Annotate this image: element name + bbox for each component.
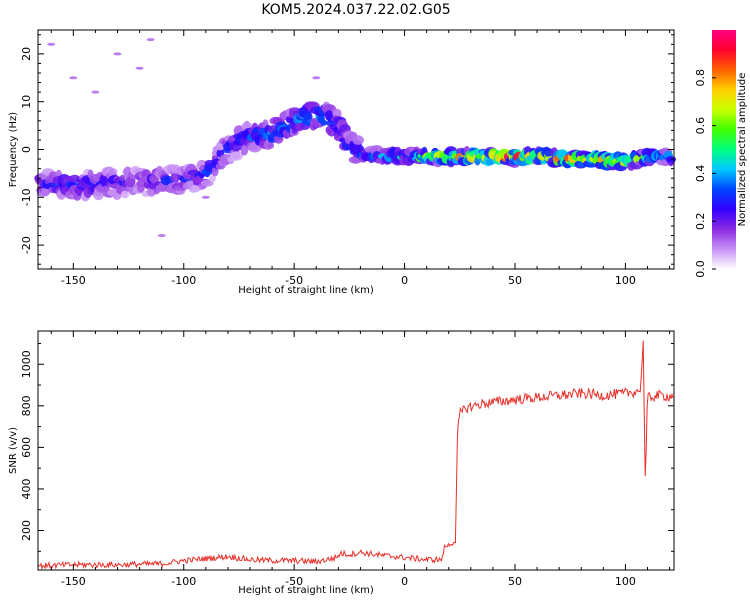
- y-tick-label: 20: [20, 47, 33, 61]
- spectrogram-marks: [34, 38, 677, 237]
- x-tick-label: 0: [401, 274, 408, 287]
- spectral-blob: [119, 174, 126, 182]
- snr-panel: -150 -100 -50 0 50 100 200 400 600 800 1000 Height…: [8, 330, 675, 596]
- spectral-blob: [303, 113, 313, 120]
- spectral-blob: [322, 104, 336, 114]
- colorbar-ticks: 0.0 0.2 0.4 0.6 0.8: [694, 69, 716, 278]
- noise-blob: [135, 66, 144, 70]
- spectrogram-y-axis-label: Frequency (Hz): [8, 112, 19, 188]
- spectral-blob: [41, 187, 50, 197]
- noise-blob: [312, 76, 321, 80]
- x-tick-label: -50: [285, 575, 303, 588]
- spectral-blob: [665, 156, 677, 163]
- noise-blob: [91, 90, 100, 94]
- colorbar-tick-label: 0.0: [694, 260, 707, 278]
- spectral-blob: [320, 119, 328, 126]
- colorbar: 0.0 0.2 0.4 0.6 0.8 Normalized spectral ampl…: [694, 30, 748, 278]
- snr-series-line: [37, 340, 674, 571]
- snr-x-axis-label: Height of straight line (km): [238, 585, 374, 596]
- y-tick-label: -10: [20, 188, 33, 206]
- y-tick-label: 10: [20, 95, 33, 109]
- noise-blob: [47, 42, 56, 46]
- colorbar-label: Normalized spectral amplitude: [737, 73, 748, 227]
- spectral-blob: [211, 166, 219, 177]
- spectral-blob: [267, 142, 275, 149]
- y-tick-label: 0: [20, 146, 33, 153]
- x-tick-label: 0: [401, 575, 408, 588]
- noise-blob: [157, 234, 166, 237]
- colorbar-gradient: [712, 30, 736, 269]
- figure-title: KOM5.2024.037.22.02.G05: [261, 2, 450, 18]
- x-tick-label: -100: [171, 575, 196, 588]
- spectral-blob: [352, 135, 365, 145]
- spectrogram-x-axis-label: Height of straight line (km): [238, 285, 374, 296]
- y-tick-label: 600: [20, 437, 33, 458]
- x-tick-label: -100: [171, 274, 196, 287]
- y-tick-label: 400: [20, 478, 33, 499]
- noise-blob: [113, 52, 122, 56]
- spectral-blob: [120, 190, 130, 199]
- snr-ticks: -150 -100 -50 0 50 100 200 400 600 800 1000: [20, 331, 674, 588]
- x-tick-label: -150: [61, 274, 86, 287]
- x-tick-label: 100: [615, 575, 636, 588]
- noise-blob: [146, 38, 155, 42]
- spectral-blob: [229, 151, 243, 161]
- x-tick-label: 100: [615, 274, 636, 287]
- noise-blob: [201, 195, 210, 199]
- colorbar-tick-label: 0.2: [694, 212, 707, 230]
- y-tick-label: 1000: [20, 350, 33, 378]
- noise-blob: [69, 76, 78, 80]
- x-tick-label: 50: [508, 575, 522, 588]
- colorbar-tick-label: 0.4: [694, 165, 707, 183]
- y-tick-label: 800: [20, 395, 33, 416]
- snr-y-axis-label: SNR (v/v): [8, 427, 19, 474]
- x-tick-label: 50: [508, 274, 522, 287]
- colorbar-tick-label: 0.8: [694, 69, 707, 87]
- colorbar-tick-label: 0.6: [694, 117, 707, 135]
- snr-plot-area: [38, 331, 674, 570]
- y-tick-label: 200: [20, 520, 33, 541]
- x-tick-label: -150: [61, 575, 86, 588]
- x-tick-label: -50: [285, 274, 303, 287]
- y-tick-label: -20: [20, 236, 33, 254]
- snr-frame: [37, 330, 675, 571]
